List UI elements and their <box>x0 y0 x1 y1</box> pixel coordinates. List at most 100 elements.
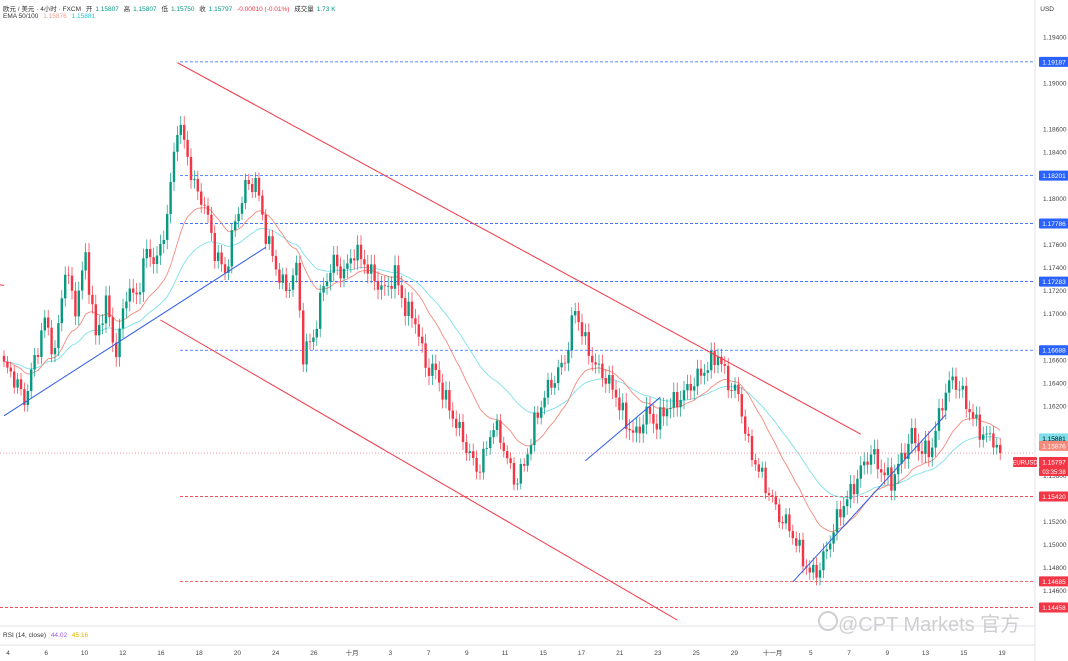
candle-body <box>597 363 601 365</box>
candle-body <box>132 288 135 293</box>
candle-body <box>424 343 427 368</box>
candle-body <box>237 213 240 222</box>
candle-body <box>744 416 747 434</box>
candle-body <box>672 392 675 408</box>
x-tick-label: 16 <box>157 650 165 657</box>
x-tick-label: 12 <box>119 650 127 657</box>
candle-body <box>951 376 954 381</box>
currency-label: USD <box>1040 6 1054 13</box>
candle-body <box>818 570 822 578</box>
candle-body <box>288 289 291 291</box>
watermark-logo-icon <box>818 611 838 631</box>
candle-body <box>662 407 665 417</box>
candle-body <box>900 452 903 464</box>
candle-body <box>550 379 553 388</box>
candle-body <box>754 460 757 465</box>
candle-body <box>91 294 94 305</box>
candle-body <box>166 214 169 240</box>
candle-body <box>859 465 862 479</box>
candle-body <box>421 336 424 344</box>
candle-body <box>305 341 308 365</box>
candle-body <box>244 180 247 204</box>
x-tick-label: 十一月 <box>763 648 783 657</box>
candle-body <box>519 464 522 484</box>
x-tick-label: 10 <box>81 650 89 657</box>
candle-body <box>829 543 832 550</box>
candle-body <box>846 499 849 507</box>
candle-body <box>169 181 172 215</box>
candle-body <box>319 292 322 329</box>
x-tick-label: 17 <box>578 650 586 657</box>
candle-body <box>475 458 478 472</box>
trendline <box>3 246 267 417</box>
candle-body <box>2 355 6 362</box>
candle-body <box>81 270 84 291</box>
candle-body <box>699 368 703 376</box>
candle-body <box>563 362 567 364</box>
candle-body <box>410 301 414 319</box>
price-level-tag <box>1039 491 1068 502</box>
x-tick-label: 15 <box>540 650 548 657</box>
candle-body <box>203 204 206 206</box>
candle-body <box>291 275 295 290</box>
y-tick-label: 1.17200 <box>1043 288 1067 295</box>
candle-body <box>852 483 856 495</box>
trendline <box>160 319 678 621</box>
candle-body <box>43 317 46 331</box>
candle-body <box>737 384 740 395</box>
candle-body <box>468 451 471 453</box>
candle-body <box>234 221 237 231</box>
candle-body <box>332 254 335 273</box>
candle-body <box>740 394 743 417</box>
candle-body <box>533 412 536 446</box>
candle-body <box>604 378 607 384</box>
candle-body <box>927 440 930 458</box>
candle-body <box>791 531 794 539</box>
candle-body <box>206 205 210 215</box>
candle-body <box>757 464 760 472</box>
candle-body <box>720 356 723 365</box>
candle-body <box>540 407 543 418</box>
candle-body <box>713 350 716 366</box>
candle-body <box>577 310 580 323</box>
candle-body <box>978 414 981 440</box>
y-tick-label: 1.14800 <box>1043 565 1067 572</box>
candle-body <box>648 406 652 414</box>
candle-body <box>397 265 400 286</box>
current-value-label: 1.15797 <box>1042 460 1066 467</box>
candle-body <box>125 301 128 309</box>
candle-body <box>47 317 50 328</box>
candle-body <box>560 362 563 368</box>
candle-body <box>512 463 516 485</box>
trendline <box>177 62 862 435</box>
candle-body <box>808 567 811 573</box>
candle-body <box>254 177 257 192</box>
candle-body <box>461 421 465 443</box>
y-tick-label: 1.15000 <box>1043 542 1067 549</box>
candle-body <box>193 179 196 181</box>
price-level-tag <box>1039 576 1068 587</box>
candle-body <box>115 342 118 358</box>
candle-body <box>322 286 325 293</box>
candle-body <box>580 322 584 337</box>
candle-body <box>264 214 267 244</box>
price-level-label: 1.15420 <box>1042 494 1066 501</box>
candle-body <box>247 180 250 185</box>
candle-body <box>23 389 26 406</box>
candle-body <box>448 390 451 411</box>
candle-body <box>723 364 726 366</box>
candle-body <box>941 408 944 411</box>
candle-body <box>645 406 648 425</box>
candle-body <box>189 156 193 181</box>
candle-body <box>111 317 114 343</box>
current-value-label: 1.15881 <box>1042 436 1066 443</box>
x-tick-label: 19 <box>998 650 1006 657</box>
candle-body <box>883 472 886 476</box>
ema100-value: 1.15881 <box>71 13 96 20</box>
candle-body <box>999 444 1002 454</box>
candle-body <box>33 355 36 370</box>
candle-body <box>271 236 274 257</box>
candle-body <box>257 177 261 196</box>
candle-body <box>353 258 356 261</box>
